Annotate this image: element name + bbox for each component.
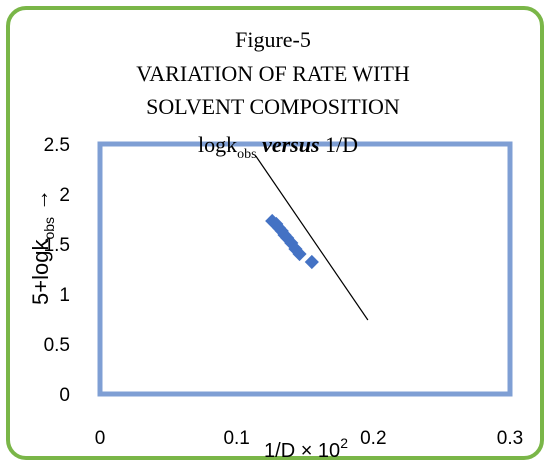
- x-axis-label-main: 1/D × 10: [264, 440, 340, 460]
- y-axis-label: 5+logkobs →: [28, 189, 57, 305]
- chart-title-line-2: VARIATION OF RATE WITH: [136, 61, 410, 86]
- chart-title-line-1: Figure-5: [235, 27, 311, 52]
- x-tick-label: 0.3: [497, 428, 523, 449]
- y-tick-label: 0.5: [44, 335, 70, 356]
- subtitle-main: logk: [198, 132, 237, 157]
- y-tick-label: 2.5: [44, 135, 70, 156]
- subtitle-rest: 1/D: [325, 132, 358, 157]
- y-tick-label: 2: [59, 185, 70, 206]
- chart-title-line-3: SOLVENT COMPOSITION: [146, 94, 400, 119]
- y-axis-label-main: 5+logk: [28, 239, 53, 305]
- chart-subtitle: logkobs versus 1/D: [198, 132, 358, 162]
- data-point: [304, 254, 319, 270]
- y-axis-label-sub: obs: [41, 217, 57, 240]
- x-tick-label: 0.2: [360, 428, 386, 449]
- x-tick-label: 0: [95, 428, 106, 449]
- y-axis-label-arrow: →: [28, 189, 53, 211]
- x-axis-label: 1/D × 102: [264, 435, 348, 460]
- x-axis-label-sup: 2: [340, 435, 348, 451]
- x-tick-label: 0.1: [223, 428, 249, 449]
- chart-frame: [6, 6, 544, 460]
- subtitle-versus: versus: [262, 132, 319, 157]
- trendline: [255, 155, 369, 321]
- data-point: [292, 246, 307, 262]
- plot-area-border: [97, 141, 513, 397]
- subtitle-sub: obs: [237, 147, 256, 162]
- y-tick-label: 1: [59, 285, 70, 306]
- y-tick-label: 0: [59, 385, 70, 406]
- y-tick-label: 1.5: [44, 235, 70, 256]
